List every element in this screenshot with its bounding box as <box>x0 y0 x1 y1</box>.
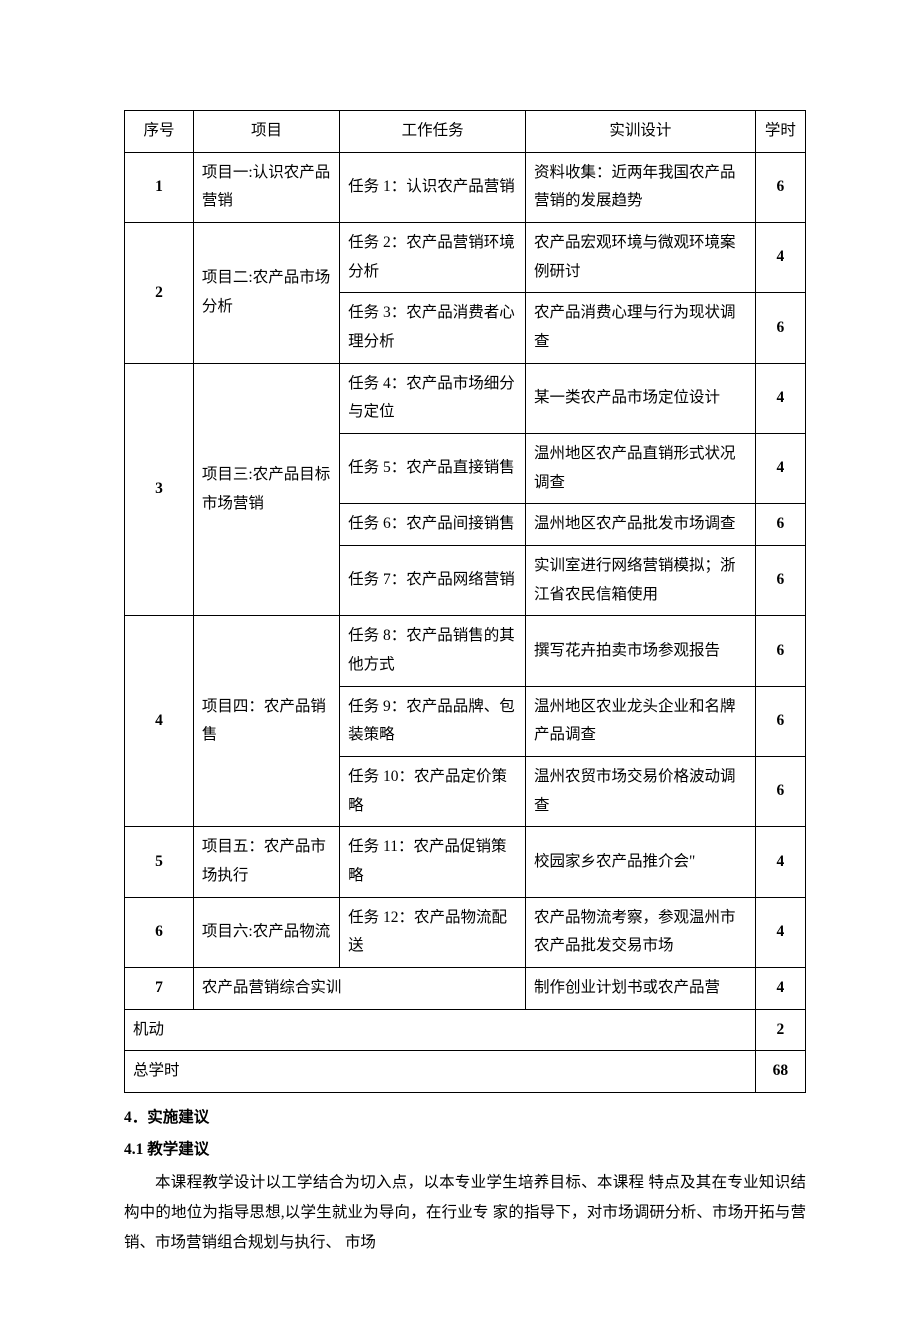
cell-hours: 6 <box>755 686 805 756</box>
cell-design: 农产品物流考察，参观温州市农产品批发交易市场 <box>526 897 756 967</box>
cell-hours: 4 <box>755 827 805 897</box>
cell-hours: 6 <box>755 152 805 222</box>
header-design: 实训设计 <box>526 111 756 153</box>
cell-design: 校园家乡农产品推介会" <box>526 827 756 897</box>
body-paragraph: 本课程教学设计以工学结合为切入点，以本专业学生培养目标、本课程 特点及其在专业知… <box>124 1168 806 1259</box>
cell-seq: 7 <box>125 968 194 1010</box>
cell-design: 撰写花卉拍卖市场参观报告 <box>526 616 756 686</box>
cell-project: 项目三:农产品目标市场营销 <box>193 363 339 616</box>
cell-hours: 4 <box>755 223 805 293</box>
cell-design: 农产品消费心理与行为现状调查 <box>526 293 756 363</box>
table-row: 5 项目五：农产品市场执行 任务 11：农产品促销策略 校园家乡农产品推介会" … <box>125 827 806 897</box>
cell-project: 项目二:农产品市场分析 <box>193 223 339 364</box>
cell-task: 任务 3：农产品消费者心理分析 <box>340 293 526 363</box>
section-heading-4-1: 4.1 教学建议 <box>124 1135 806 1165</box>
header-task: 工作任务 <box>340 111 526 153</box>
cell-total-hours: 68 <box>755 1051 805 1093</box>
header-seq: 序号 <box>125 111 194 153</box>
header-project: 项目 <box>193 111 339 153</box>
cell-task: 任务 11：农产品促销策略 <box>340 827 526 897</box>
table-row: 1 项目一:认识农产品营销 任务 1：认识农产品营销 资料收集：近两年我国农产品… <box>125 152 806 222</box>
cell-hours: 4 <box>755 968 805 1010</box>
cell-task: 任务 7：农产品网络营销 <box>340 546 526 616</box>
cell-hours: 6 <box>755 504 805 546</box>
table-row: 6 项目六:农产品物流 任务 12：农产品物流配送 农产品物流考察，参观温州市农… <box>125 897 806 967</box>
cell-task: 任务 10：农产品定价策略 <box>340 757 526 827</box>
table-footer-row: 总学时 68 <box>125 1051 806 1093</box>
cell-seq: 5 <box>125 827 194 897</box>
cell-seq: 2 <box>125 223 194 364</box>
cell-design: 实训室进行网络营销模拟；浙江省农民信箱使用 <box>526 546 756 616</box>
cell-design: 制作创业计划书或农产品营 <box>526 968 756 1010</box>
cell-design: 资料收集：近两年我国农产品营销的发展趋势 <box>526 152 756 222</box>
cell-total-label: 总学时 <box>125 1051 756 1093</box>
cell-project: 项目一:认识农产品营销 <box>193 152 339 222</box>
cell-design: 某一类农产品市场定位设计 <box>526 363 756 433</box>
cell-task: 任务 6：农产品间接销售 <box>340 504 526 546</box>
cell-project: 项目六:农产品物流 <box>193 897 339 967</box>
cell-design: 温州农贸市场交易价格波动调查 <box>526 757 756 827</box>
cell-hours: 6 <box>755 293 805 363</box>
cell-design: 温州地区农产品批发市场调查 <box>526 504 756 546</box>
cell-task: 任务 8：农产品销售的其他方式 <box>340 616 526 686</box>
table-header-row: 序号 项目 工作任务 实训设计 学时 <box>125 111 806 153</box>
cell-design: 温州地区农业龙头企业和名牌产品调查 <box>526 686 756 756</box>
cell-hours: 4 <box>755 363 805 433</box>
cell-hours: 6 <box>755 757 805 827</box>
table-row: 4 项目四：农产品销售 任务 8：农产品销售的其他方式 撰写花卉拍卖市场参观报告… <box>125 616 806 686</box>
cell-seq: 1 <box>125 152 194 222</box>
cell-seq: 6 <box>125 897 194 967</box>
cell-hours: 6 <box>755 616 805 686</box>
cell-flexible-label: 机动 <box>125 1009 756 1051</box>
cell-task: 任务 1：认识农产品营销 <box>340 152 526 222</box>
bottom-text-block: 4．实施建议 4.1 教学建议 本课程教学设计以工学结合为切入点，以本专业学生培… <box>124 1103 806 1258</box>
cell-task: 任务 9：农产品品牌、包装策略 <box>340 686 526 756</box>
cell-seq: 4 <box>125 616 194 827</box>
cell-flexible-hours: 2 <box>755 1009 805 1051</box>
header-hours: 学时 <box>755 111 805 153</box>
cell-project: 项目四：农产品销售 <box>193 616 339 827</box>
cell-project: 农产品营销综合实训 <box>193 968 525 1010</box>
table-row: 7 农产品营销综合实训 制作创业计划书或农产品营 4 <box>125 968 806 1010</box>
cell-hours: 4 <box>755 434 805 504</box>
cell-task: 任务 2：农产品营销环境分析 <box>340 223 526 293</box>
cell-hours: 4 <box>755 897 805 967</box>
cell-task: 任务 5：农产品直接销售 <box>340 434 526 504</box>
cell-hours: 6 <box>755 546 805 616</box>
section-heading-4: 4．实施建议 <box>124 1103 806 1133</box>
cell-task: 任务 4：农产品市场细分与定位 <box>340 363 526 433</box>
table-row: 2 项目二:农产品市场分析 任务 2：农产品营销环境分析 农产品宏观环境与微观环… <box>125 223 806 293</box>
table-row: 3 项目三:农产品目标市场营销 任务 4：农产品市场细分与定位 某一类农产品市场… <box>125 363 806 433</box>
table-footer-row: 机动 2 <box>125 1009 806 1051</box>
cell-task: 任务 12：农产品物流配送 <box>340 897 526 967</box>
cell-design: 农产品宏观环境与微观环境案例研讨 <box>526 223 756 293</box>
cell-design: 温州地区农产品直销形式状况调查 <box>526 434 756 504</box>
curriculum-table: 序号 项目 工作任务 实训设计 学时 1 项目一:认识农产品营销 任务 1：认识… <box>124 110 806 1093</box>
cell-project: 项目五：农产品市场执行 <box>193 827 339 897</box>
cell-seq: 3 <box>125 363 194 616</box>
